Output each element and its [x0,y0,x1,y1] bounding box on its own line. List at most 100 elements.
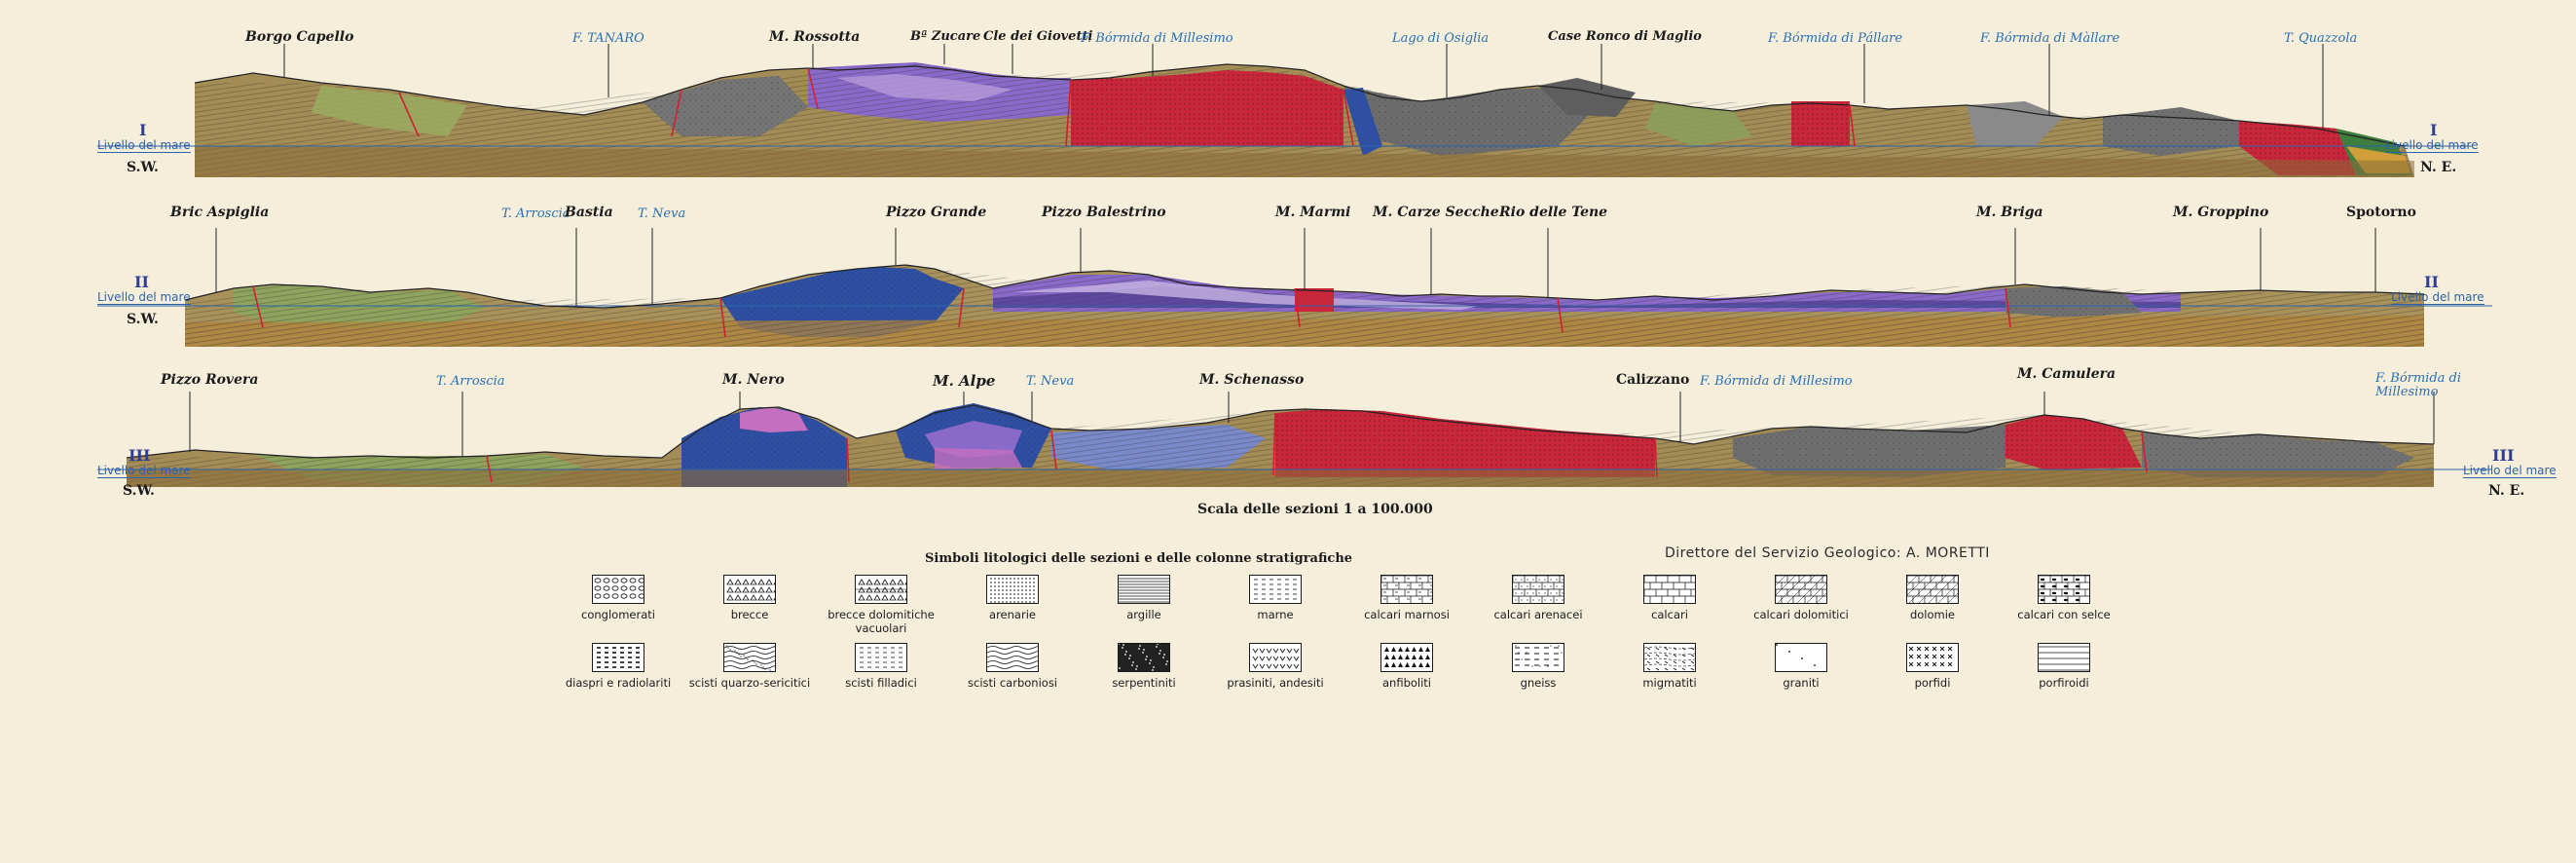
legend-label: diaspri e radiolariti [565,676,672,690]
legend-label: scisti quarzo-sericitici [688,676,811,690]
legend-swatch [1512,643,1564,672]
legend-item: calcari marnosi [1343,575,1470,621]
legend-label: migmatiti [1642,676,1697,690]
river-label: T. Arroscia [436,374,505,389]
sea-level-label-right: Livello del mare [2391,290,2484,305]
direction-ne: N. E. [2488,483,2525,499]
section-iii-profile [97,392,2492,487]
legend-swatch [1380,575,1433,604]
legend-item: graniti [1738,643,1864,690]
legend-label: dolomie [1909,608,1956,621]
legend-label: porfiroidi [2039,676,2089,690]
legend-label: brecce dolomitiche vacuolari [828,608,935,635]
river-label: T. Arroscia [501,206,570,221]
legend-item: prasiniti, andesiti [1212,643,1339,690]
legend-swatch [592,643,644,672]
legend-swatch [1380,643,1433,672]
legend-swatch [1906,643,1959,672]
legend-swatch [2038,643,2090,672]
legend-swatch [855,575,907,604]
director-credit: Direttore del Servizio Geologico: A. MOR… [1665,545,1990,561]
place-label: Calizzano [1616,372,1690,388]
legend-item: scisti filladici [818,643,944,690]
legend-item: arenarie [949,575,1076,621]
scale-label: Scala delle sezioni 1 a 100.000 [1197,502,1433,517]
legend-label: prasiniti, andesiti [1227,676,1324,690]
legend-label: graniti [1783,676,1820,690]
legend-label: scisti filladici [845,676,917,690]
place-label: M. Briga [1976,205,2043,220]
place-label: M. Camulera [2017,366,2116,382]
section-roman-left: III [129,446,151,465]
legend-swatch [1643,575,1696,604]
river-label: F. Bórmida di Pállare [1768,31,1903,46]
legend-label: calcari marnosi [1364,608,1450,621]
legend-swatch [1643,643,1696,672]
legend-swatch [1906,575,1959,604]
place-label: M. Alpe [933,372,996,390]
legend-item: calcari con selce [2001,575,2127,621]
place-label: M. Nero [722,372,785,388]
legend-label: serpentiniti [1112,676,1176,690]
legend-item: anfiboliti [1343,643,1470,690]
section-i: Borgo Capello F. TANARO M. Rossotta Bª Z… [0,0,2576,205]
legend-item: migmatiti [1606,643,1733,690]
place-label: M. Schenasso [1199,372,1305,388]
section-roman-left: I [139,121,147,139]
legend-label: porfidi [1914,676,1951,690]
river-label: T. Quazzola [2284,31,2358,46]
legend-title: Simboli litologici delle sezioni e delle… [925,551,1353,566]
legend-item: brecce [686,575,813,621]
legend-swatch [592,575,644,604]
legend-label: calcari arenacei [1493,608,1583,621]
legend-item: serpentiniti [1081,643,1207,690]
legend-item: calcari dolomitici [1738,575,1864,621]
sea-level-label-right: Livello del mare [2463,464,2557,478]
section-i-profile [97,44,2473,177]
legend-item: porfidi [1869,643,1996,690]
river-label: T. Neva [638,206,686,221]
place-label: Pizzo Balestrino [1042,205,1166,220]
legend-swatch [1249,643,1302,672]
legend-swatch [1512,575,1564,604]
place-label: Bric Aspiglia [170,205,270,220]
direction-sw: S.W. [127,312,159,327]
place-label: Cle dei Giovetti [983,29,1093,44]
legend-item: marne [1212,575,1339,621]
river-label: F. TANARO [572,31,644,46]
legend-swatch [986,575,1039,604]
legend-swatch [2038,575,2090,604]
legend-label: calcari con selce [2017,608,2111,621]
legend-swatch [1249,575,1302,604]
place-label: M. Groppino [2173,205,2269,220]
legend-item: gneiss [1475,643,1601,690]
legend-item: scisti carboniosi [949,643,1076,690]
river-label: F. Bórmida di Millesimo [1700,374,1853,389]
legend-item: argille [1081,575,1207,621]
legend-swatch [723,643,776,672]
place-label: Borgo Capello [245,29,354,45]
place-label: Case Ronco di Maglio [1548,29,1702,44]
legend-swatch [1118,643,1170,672]
river-label: Lago di Osiglia [1392,31,1490,46]
section-roman-right: I [2430,121,2438,139]
place-label: Pizzo Grande [886,205,987,220]
direction-sw: S.W. [127,160,159,175]
place-label: Bastia [565,205,613,220]
legend-label: marne [1257,608,1294,621]
legend-item: calcari [1606,575,1733,621]
section-roman-right: III [2492,446,2515,465]
place-label: M. Carze Secche [1373,205,1499,220]
river-label: F. Bórmida di Millesimo [2375,371,2462,399]
legend-item: conglomerati [555,575,681,621]
sea-level-label-left: Livello del mare [97,138,191,153]
legend-label: conglomerati [581,608,655,621]
legend-swatch [1118,575,1170,604]
sea-level-label-right: Livello del mare [2385,138,2479,153]
river-label: F. Bórmida di Màllare [1980,31,2120,46]
section-roman-right: II [2424,273,2439,291]
direction-ne: N. E. [2420,160,2457,175]
place-label: Pizzo Rovera [161,372,259,388]
section-roman-left: II [134,273,149,291]
section-ii-profile [97,228,2492,347]
